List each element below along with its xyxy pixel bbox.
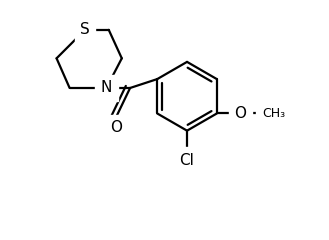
Text: N: N	[101, 80, 112, 96]
Text: O: O	[110, 120, 122, 135]
Text: CH₃: CH₃	[262, 107, 285, 120]
Text: O: O	[235, 106, 246, 121]
Text: Cl: Cl	[180, 153, 194, 168]
Text: S: S	[80, 22, 90, 37]
